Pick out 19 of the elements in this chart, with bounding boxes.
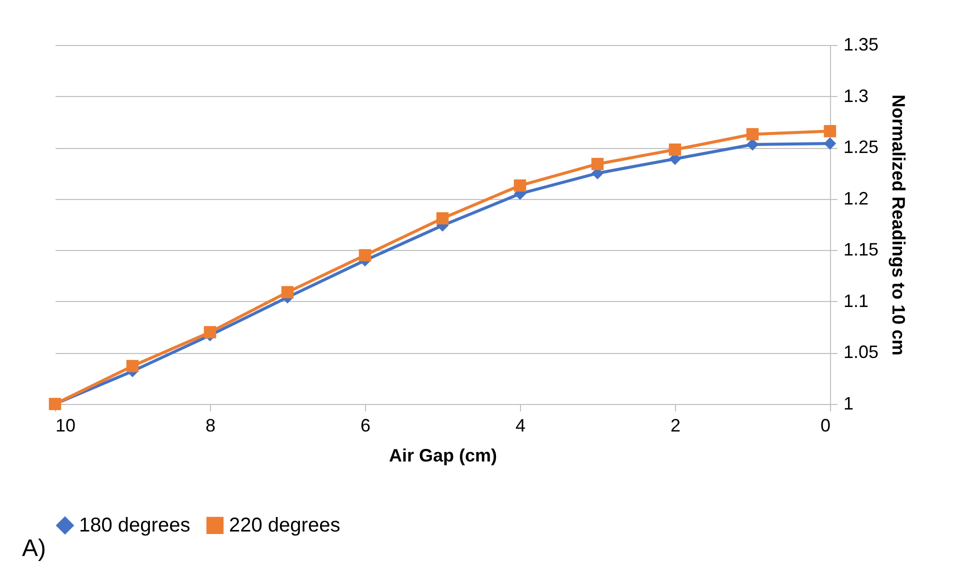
y-tick-label: 1.25 (844, 137, 879, 158)
y-tick-label: 1.35 (844, 34, 879, 54)
x-tick-label: 10 (56, 416, 76, 436)
y-tick-label: 1.1 (844, 290, 869, 311)
x-tick-label: 8 (205, 416, 216, 436)
y-tick-label: 1.3 (844, 86, 869, 106)
x-axis-title: Air Gap (cm) (388, 446, 498, 466)
x-tick-label: 0 (820, 416, 830, 436)
y-tick-label: 1 (844, 394, 854, 414)
y-tick-label: 1.05 (844, 342, 879, 362)
x-tick-label: 4 (515, 416, 526, 436)
legend-label: 180 degrees (79, 514, 190, 536)
y-tick-label: 1.2 (844, 188, 869, 208)
text: A) (22, 535, 46, 563)
y-tick-label: 1.15 (844, 240, 879, 260)
x-tick-label: 6 (360, 416, 371, 436)
x-tick-label: 2 (670, 416, 681, 436)
y-axis-title: Normalized Readings to 10 cm (888, 94, 909, 356)
legend-label: 220 degrees (229, 514, 340, 536)
